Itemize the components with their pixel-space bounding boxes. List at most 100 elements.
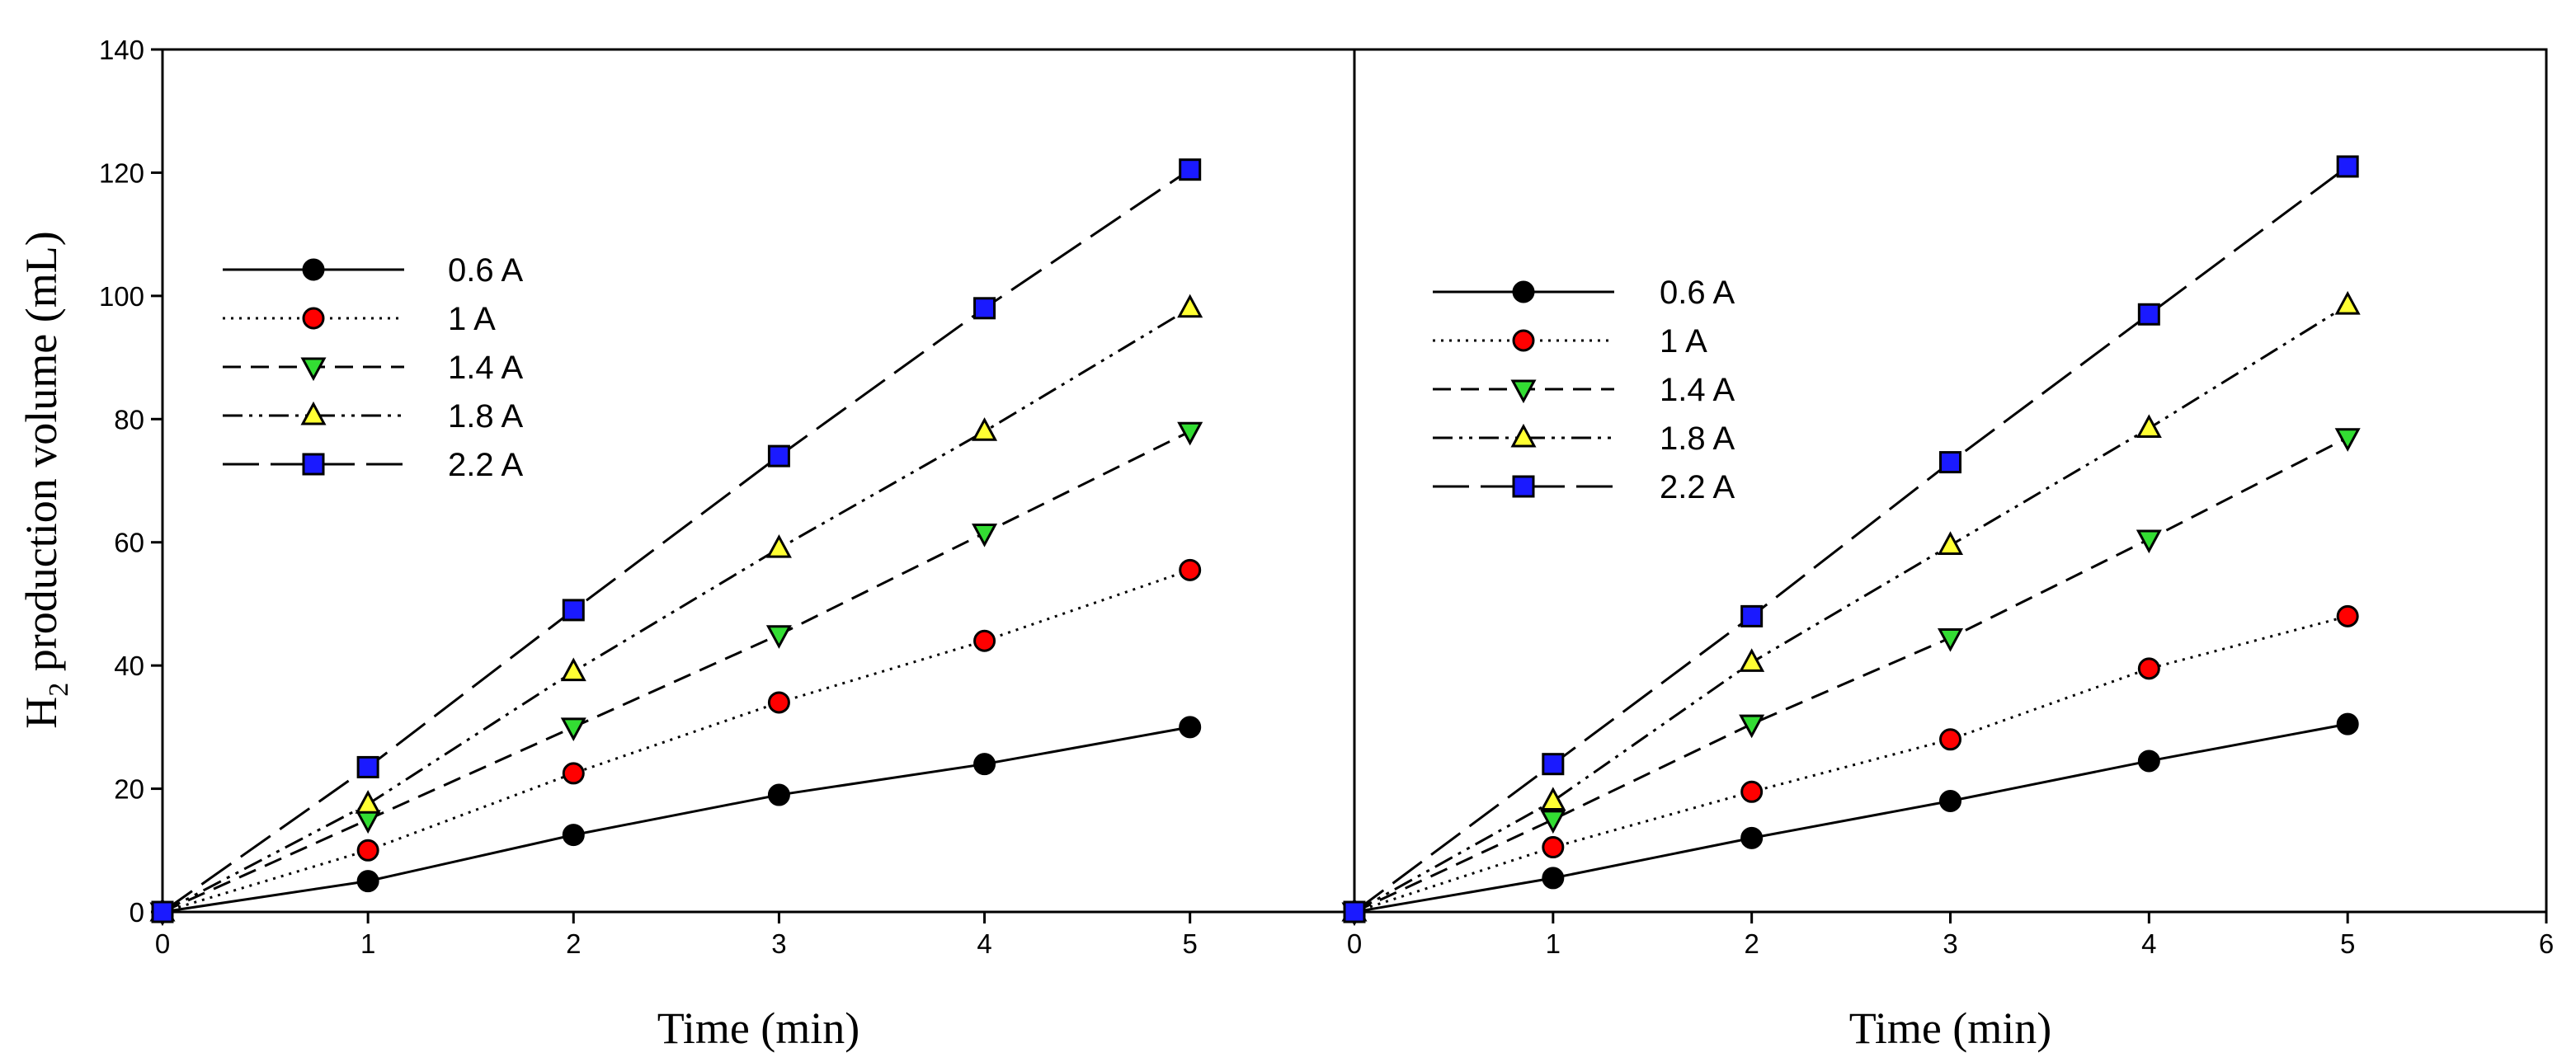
data-point: [356, 870, 379, 893]
data-point: [2137, 303, 2160, 326]
data-point: [356, 839, 379, 862]
data-point: [1179, 716, 1202, 739]
data-point: [355, 790, 381, 814]
data-point: [1179, 558, 1202, 581]
x-tick-label: 6: [2539, 928, 2554, 959]
data-point: [972, 524, 998, 547]
data-point: [2334, 290, 2361, 315]
data-point: [2336, 712, 2359, 735]
data-point: [1740, 780, 1764, 803]
legend-marker: [300, 357, 327, 382]
legend-label: 1.4 A: [1660, 372, 1735, 408]
data-point: [2136, 529, 2162, 554]
legend-label: 1 A: [448, 301, 496, 337]
data-point: [2336, 155, 2359, 178]
x-tick-label: 1: [1546, 928, 1561, 959]
x-tick-label: 3: [771, 928, 786, 959]
legend-label: 1.4 A: [448, 350, 524, 386]
legend-marker: [1512, 475, 1535, 498]
y-tick-label: 20: [114, 774, 144, 805]
left-panel: 0 1 2 3 4 5 0 20 40 60 80 100 120 140 Time (min) 0.6 A 1…: [99, 35, 1356, 1053]
data-point: [1542, 753, 1565, 776]
legend-item: 1.4 A: [1433, 372, 1735, 408]
legend-label: 1.8 A: [1660, 421, 1735, 457]
x-tick-label: 5: [1183, 928, 1198, 959]
legend-label: 2.2 A: [1660, 469, 1735, 505]
x-tick-label: 0: [1347, 928, 1362, 959]
data-point: [2336, 604, 2359, 627]
series-2-2-a: [151, 158, 1202, 923]
data-point: [973, 753, 996, 776]
x-tick-label: 5: [2340, 928, 2355, 959]
series-line: [162, 307, 1191, 914]
legend-item: 1 A: [1433, 323, 1707, 359]
series-1-a: [1343, 604, 2359, 923]
legend-label: 1 A: [1660, 323, 1707, 359]
data-point: [1540, 787, 1566, 811]
legend-marker: [302, 258, 325, 281]
series-line: [1354, 165, 2349, 914]
data-point: [973, 297, 996, 320]
legend-marker: [302, 453, 325, 476]
x-tick-label: 0: [155, 928, 170, 959]
legend-item: 1 A: [223, 301, 496, 337]
data-point: [1740, 604, 1764, 627]
series-line: [162, 568, 1191, 914]
x-tick-label: 2: [1744, 928, 1759, 959]
data-point: [767, 444, 790, 468]
y-tick-label: 120: [99, 157, 144, 188]
series-1-4-a: [1341, 428, 2361, 927]
data-point: [1343, 900, 1366, 923]
data-point: [767, 783, 790, 806]
legend-label: 2.2 A: [448, 447, 524, 483]
data-point: [1939, 790, 1961, 813]
data-point: [1739, 714, 1765, 739]
legend-marker: [300, 401, 327, 425]
y-tick-label: 140: [99, 35, 144, 65]
legend-label: 0.6 A: [448, 252, 524, 289]
series-1-a: [151, 558, 1202, 923]
y-axis-title: H2 production volume (mL): [16, 231, 74, 728]
series-line: [1354, 436, 2348, 914]
data-point: [1939, 451, 1961, 474]
data-point: [1542, 867, 1565, 890]
data-point: [1540, 810, 1566, 834]
x-tick-label: 4: [977, 928, 991, 959]
x-axis-title: Time (min): [657, 1003, 860, 1053]
data-point: [767, 691, 790, 714]
data-point: [560, 717, 586, 742]
legend-marker: [1512, 329, 1535, 352]
legend-item: 1.4 A: [223, 350, 524, 386]
data-point: [1937, 531, 1964, 555]
series-0-6-a: [151, 716, 1202, 923]
legend-item: 0.6 A: [223, 252, 524, 289]
legend-item: 1.8 A: [1433, 421, 1735, 457]
data-point: [765, 625, 792, 649]
data-point: [560, 657, 586, 682]
data-point: [2137, 750, 2160, 773]
y-tick-label: 100: [99, 281, 144, 312]
data-point: [151, 900, 174, 923]
data-point: [1739, 648, 1765, 672]
legend-item: 2.2 A: [223, 447, 524, 483]
data-point: [1177, 294, 1203, 318]
series-line: [162, 168, 1191, 914]
legend-label: 1.8 A: [448, 398, 524, 435]
legend-marker: [1510, 379, 1537, 404]
right-panel: 0 1 2 3 4 5 6 Time (min) 0.6 A 1 A 1.4 A 1.8 A 2.2 A: [1341, 48, 2554, 1053]
legend-marker: [302, 307, 325, 330]
data-point: [2334, 428, 2361, 452]
data-point: [1939, 728, 1961, 751]
data-point: [1937, 628, 1964, 652]
data-point: [972, 417, 998, 441]
data-point: [356, 755, 379, 778]
data-point: [562, 762, 585, 785]
data-point: [1177, 421, 1203, 446]
x-axis-title: Time (min): [1849, 1003, 2052, 1053]
series-1-4-a: [149, 421, 1203, 927]
data-point: [1542, 836, 1565, 859]
series-line: [1354, 722, 2348, 914]
y-tick-label: 60: [114, 528, 144, 558]
data-point: [355, 810, 381, 834]
legend-item: 2.2 A: [1433, 469, 1735, 505]
